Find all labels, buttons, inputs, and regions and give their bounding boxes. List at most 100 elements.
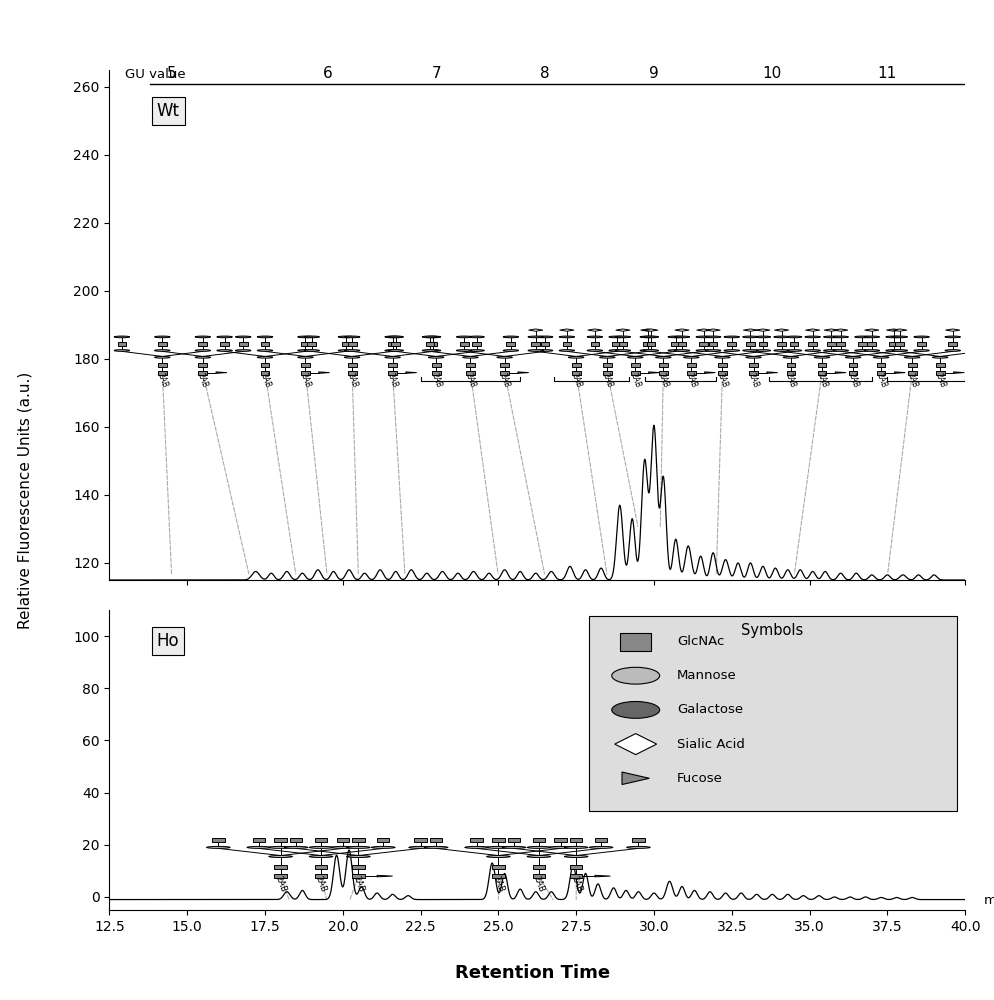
Circle shape (303, 350, 319, 351)
Polygon shape (615, 329, 629, 331)
Bar (220, 342, 229, 346)
Bar (757, 342, 766, 346)
Circle shape (885, 336, 901, 338)
Text: 2AB: 2AB (258, 372, 271, 389)
Bar (314, 838, 327, 842)
Circle shape (456, 336, 471, 338)
Text: GlcNAc: GlcNAc (676, 635, 724, 648)
Bar (425, 342, 433, 346)
Circle shape (537, 336, 553, 338)
Circle shape (785, 350, 801, 351)
Bar (352, 865, 364, 869)
Text: 2AB: 2AB (932, 372, 946, 389)
Text: 2AB: 2AB (569, 372, 582, 389)
Text: 8: 8 (540, 66, 550, 81)
Circle shape (486, 856, 510, 858)
Circle shape (742, 350, 757, 351)
Bar (274, 865, 286, 869)
Bar (377, 838, 389, 842)
Circle shape (972, 336, 987, 338)
Bar (718, 371, 726, 375)
Circle shape (823, 336, 838, 338)
Circle shape (614, 336, 630, 338)
Circle shape (464, 846, 488, 848)
Circle shape (873, 356, 888, 358)
Text: 2AB: 2AB (814, 372, 828, 389)
Bar (776, 342, 785, 346)
Bar (532, 865, 545, 869)
Bar (500, 363, 509, 367)
Circle shape (468, 336, 484, 338)
Bar (301, 363, 309, 367)
Circle shape (496, 356, 512, 358)
Bar (907, 363, 915, 367)
Circle shape (257, 356, 272, 358)
Bar (589, 342, 598, 346)
Polygon shape (833, 329, 847, 331)
Text: 2AB: 2AB (715, 372, 729, 389)
Bar (459, 342, 468, 346)
Circle shape (813, 356, 829, 358)
Polygon shape (216, 372, 227, 373)
Circle shape (503, 336, 518, 338)
Text: 2AB: 2AB (746, 372, 759, 389)
Circle shape (388, 350, 404, 351)
Polygon shape (377, 875, 393, 877)
Polygon shape (643, 329, 657, 331)
Circle shape (912, 350, 928, 351)
Circle shape (714, 356, 730, 358)
Text: 2AB: 2AB (345, 372, 359, 389)
Text: 10: 10 (761, 66, 781, 81)
Circle shape (586, 336, 602, 338)
Bar (431, 363, 440, 367)
Text: 2AB: 2AB (497, 372, 511, 389)
Circle shape (823, 350, 838, 351)
Bar (631, 838, 644, 842)
Circle shape (344, 356, 360, 358)
Circle shape (627, 356, 642, 358)
Circle shape (114, 350, 129, 351)
Text: 2AB: 2AB (314, 875, 328, 894)
Text: 2AB: 2AB (351, 875, 365, 894)
Circle shape (385, 350, 400, 351)
Circle shape (863, 336, 879, 338)
Circle shape (346, 846, 370, 848)
Circle shape (468, 350, 484, 351)
Bar (429, 838, 442, 842)
Bar (867, 342, 876, 346)
Circle shape (268, 856, 292, 858)
Bar (198, 363, 207, 367)
Bar (947, 342, 956, 346)
Polygon shape (648, 372, 659, 373)
Text: 2AB: 2AB (783, 372, 797, 389)
Bar (465, 363, 474, 367)
Circle shape (785, 336, 801, 338)
Bar (572, 363, 580, 367)
Circle shape (428, 356, 443, 358)
Circle shape (154, 350, 170, 351)
Bar (341, 342, 350, 346)
Circle shape (297, 356, 313, 358)
Circle shape (331, 846, 354, 848)
Bar (414, 838, 426, 842)
Text: 2AB: 2AB (386, 372, 399, 389)
Text: 2AB: 2AB (846, 372, 859, 389)
Polygon shape (528, 329, 543, 331)
Circle shape (912, 336, 928, 338)
Bar (388, 371, 397, 375)
Circle shape (388, 336, 404, 338)
Polygon shape (892, 329, 907, 331)
Circle shape (724, 350, 739, 351)
Circle shape (611, 667, 659, 684)
Bar (718, 363, 726, 367)
Circle shape (257, 336, 272, 338)
Circle shape (655, 356, 670, 358)
Bar (470, 838, 482, 842)
Circle shape (502, 846, 525, 848)
Bar (472, 342, 480, 346)
Text: Mannose: Mannose (676, 669, 736, 682)
Circle shape (462, 356, 478, 358)
Bar (857, 342, 866, 346)
Circle shape (854, 336, 870, 338)
Text: 11: 11 (877, 66, 896, 81)
